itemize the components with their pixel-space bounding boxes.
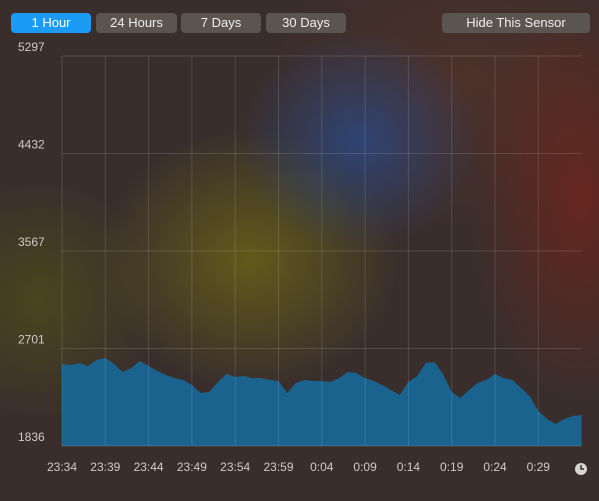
hide-button[interactable]: Hide This Sensor [442,13,590,33]
x-tick-label: 23:34 [47,460,77,474]
y-tick-label: 2701 [18,333,45,347]
x-tick-label: 23:54 [220,460,250,474]
y-tick-label: 3567 [18,235,45,249]
range-button[interactable]: 1 Hour [11,13,91,33]
x-tick-label: 0:09 [353,460,377,474]
x-tick-label: 23:59 [263,460,293,474]
x-tick-label: 0:04 [310,460,334,474]
y-tick-label: 5297 [18,40,45,54]
y-tick-label: 1836 [18,430,45,444]
range-button[interactable]: 30 Days [266,13,346,33]
x-tick-label: 23:39 [90,460,120,474]
range-button[interactable]: 24 Hours [96,13,177,33]
range-button[interactable]: 7 Days [181,13,261,33]
x-tick-label: 0:14 [397,460,421,474]
x-tick-label: 23:44 [134,460,164,474]
x-tick-label: 23:49 [177,460,207,474]
x-tick-label: 0:19 [440,460,464,474]
area [62,358,582,446]
y-tick-label: 4432 [18,138,45,152]
x-tick-label: 0:29 [527,460,551,474]
clock-icon [575,463,587,475]
x-tick-label: 0:24 [483,460,507,474]
